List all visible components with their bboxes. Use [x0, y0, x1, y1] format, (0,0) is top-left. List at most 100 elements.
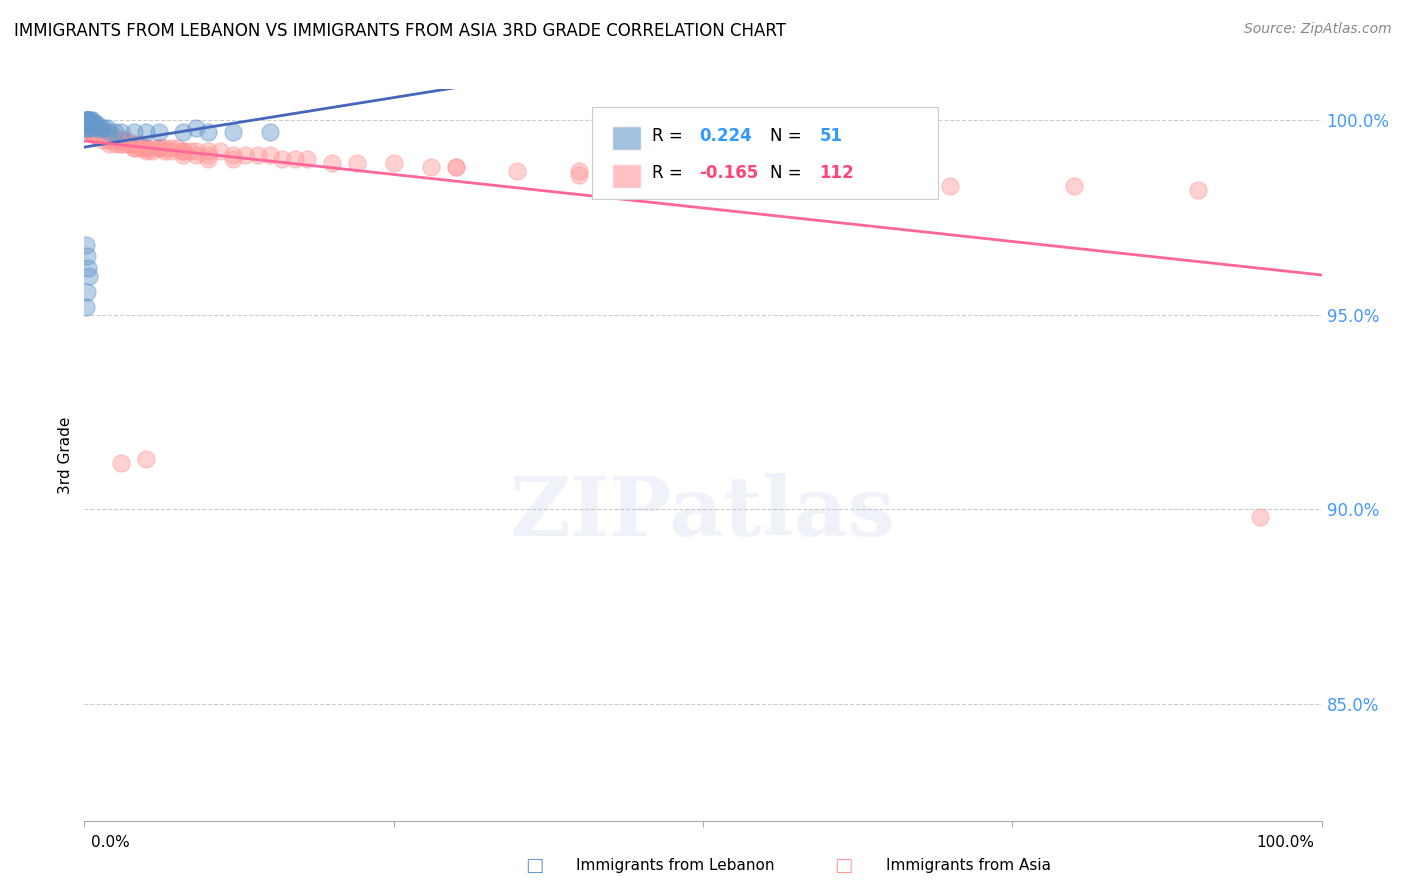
Point	[284, 153, 307, 167]
Point	[77, 113, 100, 128]
Text: Immigrants from Lebanon: Immigrants from Lebanon	[576, 858, 775, 872]
Point	[120, 136, 142, 151]
Point	[96, 128, 118, 143]
Point	[98, 133, 121, 147]
Point	[179, 145, 201, 159]
Point	[222, 125, 245, 139]
Point	[148, 125, 170, 139]
Point	[77, 117, 100, 131]
Point	[166, 140, 188, 154]
Point	[246, 148, 269, 162]
Point	[141, 140, 163, 154]
Point	[79, 125, 101, 139]
Point	[122, 140, 145, 154]
Point	[76, 117, 98, 131]
Point	[89, 121, 111, 136]
Point	[79, 113, 101, 128]
Point	[79, 125, 101, 139]
Point	[692, 171, 714, 186]
Point	[122, 136, 145, 151]
Point	[172, 145, 194, 159]
Point	[209, 145, 232, 159]
Point	[83, 125, 105, 139]
Text: R =: R =	[652, 128, 689, 145]
Text: IMMIGRANTS FROM LEBANON VS IMMIGRANTS FROM ASIA 3RD GRADE CORRELATION CHART: IMMIGRANTS FROM LEBANON VS IMMIGRANTS FR…	[14, 22, 786, 40]
FancyBboxPatch shape	[613, 165, 640, 186]
Point	[76, 113, 98, 128]
Point	[77, 113, 100, 128]
Point	[76, 113, 98, 128]
Point	[79, 121, 101, 136]
Text: □: □	[834, 855, 853, 875]
Point	[132, 140, 155, 154]
Point	[91, 128, 114, 143]
Point	[184, 121, 207, 136]
FancyBboxPatch shape	[592, 108, 938, 199]
Point	[91, 128, 114, 143]
Point	[135, 125, 157, 139]
Point	[79, 121, 101, 136]
Point	[153, 140, 176, 154]
Text: ZIPatlas: ZIPatlas	[510, 474, 896, 553]
Point	[86, 128, 108, 143]
Point	[222, 153, 245, 167]
Point	[100, 128, 122, 143]
Point	[112, 133, 135, 147]
Text: -0.165: -0.165	[699, 163, 759, 182]
FancyBboxPatch shape	[613, 127, 640, 149]
Point	[76, 117, 98, 131]
Point	[172, 148, 194, 162]
Point	[346, 156, 368, 170]
Point	[122, 125, 145, 139]
Point	[135, 140, 157, 154]
Point	[93, 125, 115, 139]
Point	[271, 153, 294, 167]
Point	[122, 136, 145, 151]
Point	[91, 133, 114, 147]
Point	[89, 125, 111, 139]
Point	[83, 125, 105, 139]
Point	[79, 125, 101, 139]
Point	[96, 121, 118, 136]
Point	[77, 117, 100, 131]
Point	[79, 268, 101, 283]
Text: R =: R =	[652, 163, 689, 182]
Point	[104, 136, 127, 151]
Text: 0.0%: 0.0%	[91, 836, 131, 850]
Point	[75, 121, 97, 136]
Point	[75, 113, 97, 128]
Point	[86, 128, 108, 143]
Point	[82, 117, 104, 131]
Point	[93, 128, 115, 143]
Point	[222, 148, 245, 162]
Point	[939, 179, 962, 194]
Point	[86, 125, 108, 139]
Point	[172, 145, 194, 159]
Point	[233, 148, 256, 162]
Point	[103, 128, 125, 143]
Point	[104, 125, 127, 139]
Point	[110, 456, 132, 470]
Point	[76, 121, 98, 136]
Point	[76, 117, 98, 131]
Point	[89, 125, 111, 139]
Point	[110, 133, 132, 147]
Point	[122, 140, 145, 154]
Point	[506, 164, 529, 178]
Point	[82, 117, 104, 131]
Point	[197, 125, 219, 139]
Point	[77, 261, 100, 276]
Point	[141, 145, 163, 159]
Point	[75, 121, 97, 136]
Point	[1187, 183, 1209, 197]
Point	[184, 148, 207, 162]
Point	[87, 125, 110, 139]
Point	[815, 176, 838, 190]
Point	[79, 117, 101, 131]
Point	[110, 136, 132, 151]
Point	[80, 113, 103, 128]
Point	[153, 145, 176, 159]
Point	[98, 128, 121, 143]
Point	[129, 140, 152, 154]
Point	[184, 145, 207, 159]
